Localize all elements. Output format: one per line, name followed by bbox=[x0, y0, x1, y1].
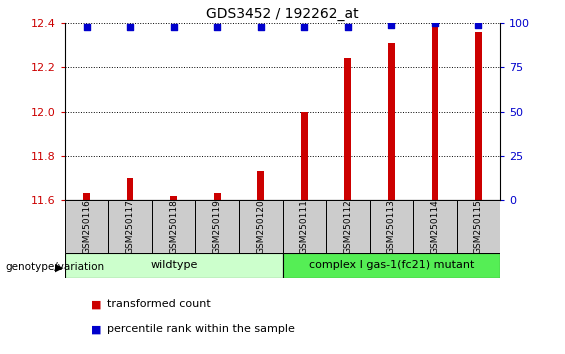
Bar bbox=[301, 112, 307, 200]
Bar bbox=[345, 58, 351, 200]
Bar bbox=[282, 253, 500, 278]
Bar bbox=[388, 43, 394, 200]
Bar bbox=[171, 195, 177, 200]
Bar bbox=[432, 25, 438, 200]
Text: percentile rank within the sample: percentile rank within the sample bbox=[107, 324, 295, 334]
Text: GSM250119: GSM250119 bbox=[213, 199, 221, 254]
Text: GSM250113: GSM250113 bbox=[387, 199, 396, 254]
Point bbox=[386, 22, 396, 28]
Bar bbox=[84, 193, 90, 200]
Text: wildtype: wildtype bbox=[150, 261, 197, 270]
Point bbox=[212, 24, 221, 29]
Text: genotype/variation: genotype/variation bbox=[6, 262, 105, 272]
Text: complex I gas-1(fc21) mutant: complex I gas-1(fc21) mutant bbox=[308, 261, 474, 270]
Bar bbox=[457, 200, 500, 253]
Title: GDS3452 / 192262_at: GDS3452 / 192262_at bbox=[206, 7, 359, 21]
Point bbox=[431, 20, 440, 26]
Text: GSM250111: GSM250111 bbox=[300, 199, 308, 254]
Point bbox=[343, 24, 353, 29]
Text: ▶: ▶ bbox=[55, 262, 63, 272]
Point bbox=[126, 24, 135, 29]
Text: GSM250120: GSM250120 bbox=[257, 199, 265, 254]
Point bbox=[82, 24, 92, 29]
Text: GSM250116: GSM250116 bbox=[82, 199, 91, 254]
Text: GSM250117: GSM250117 bbox=[126, 199, 134, 254]
Bar bbox=[239, 200, 282, 253]
Bar bbox=[195, 200, 239, 253]
Bar bbox=[127, 178, 133, 200]
Bar bbox=[258, 171, 264, 200]
Bar bbox=[326, 200, 370, 253]
Text: ■: ■ bbox=[91, 324, 101, 334]
Bar bbox=[108, 200, 152, 253]
Point bbox=[257, 24, 266, 29]
Bar bbox=[152, 200, 195, 253]
Text: GSM250112: GSM250112 bbox=[344, 199, 352, 254]
Text: ■: ■ bbox=[91, 299, 101, 309]
Bar bbox=[65, 253, 282, 278]
Text: GSM250114: GSM250114 bbox=[431, 199, 439, 254]
Point bbox=[473, 22, 483, 28]
Bar bbox=[475, 32, 481, 200]
Text: GSM250118: GSM250118 bbox=[170, 199, 178, 254]
Bar bbox=[214, 193, 220, 200]
Text: GSM250115: GSM250115 bbox=[474, 199, 483, 254]
Point bbox=[170, 24, 179, 29]
Bar bbox=[413, 200, 457, 253]
Bar bbox=[370, 200, 413, 253]
Bar bbox=[282, 200, 326, 253]
Bar bbox=[65, 200, 108, 253]
Point bbox=[299, 24, 308, 29]
Text: transformed count: transformed count bbox=[107, 299, 211, 309]
